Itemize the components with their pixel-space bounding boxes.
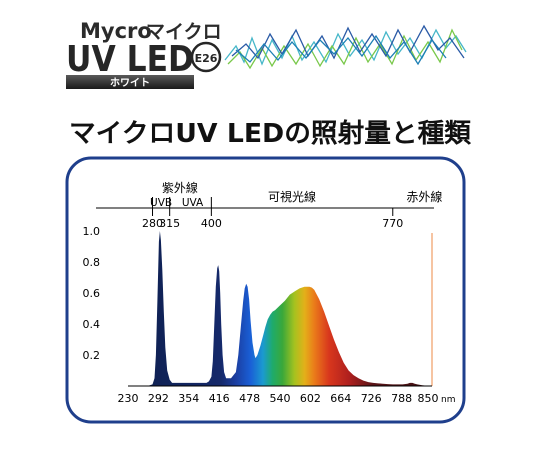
band-label-visible: 可視光線 — [268, 189, 316, 204]
band-boundary-label: 770 — [382, 217, 403, 230]
x-tick-label: 354 — [178, 392, 199, 405]
section-title: マイクロUV LEDの照射量と種類 — [69, 119, 472, 149]
product-logo: Mycro マイクロ UV LED E26 ホワイト — [66, 19, 467, 89]
y-tick-label: 0.4 — [83, 318, 101, 331]
band-boundary-label: 280 — [142, 217, 163, 230]
x-tick-label: 416 — [209, 392, 230, 405]
band-label-uv: 紫外線 — [162, 180, 198, 195]
band-label-infrared: 赤外線 — [406, 189, 442, 204]
x-tick-label: 230 — [118, 392, 139, 405]
socket-badge — [190, 41, 222, 73]
x-tick-label: 540 — [270, 392, 291, 405]
socket-badge-label: E26 — [195, 52, 218, 65]
x-axis-ticks: 230 292 354 416 478 540 602 664 726 788 850 nm — [118, 392, 456, 405]
color-badge — [66, 75, 194, 89]
y-tick-label: 1.0 — [83, 225, 101, 238]
band-boundary-label: 400 — [201, 217, 222, 230]
x-unit-label: nm — [441, 395, 455, 405]
color-badge-label: ホワイト — [110, 77, 150, 89]
spectrum-area — [128, 231, 432, 386]
x-tick-label: 664 — [330, 392, 351, 405]
brand-name-en: Mycro — [80, 19, 152, 43]
x-tick-label: 726 — [361, 392, 382, 405]
product-name: UV LED — [66, 39, 194, 80]
y-tick-label: 0.8 — [83, 256, 101, 269]
x-tick-label: 478 — [239, 392, 260, 405]
band-label-uvb: UVB — [150, 197, 172, 209]
x-tick-label: 602 — [300, 392, 321, 405]
y-tick-label: 0.2 — [83, 349, 101, 362]
brand-name-jp: マイクロ — [146, 21, 222, 43]
band-boundary-label: 315 — [159, 217, 180, 230]
band-label-uva: UVA — [182, 197, 204, 209]
x-tick-label: 292 — [148, 392, 169, 405]
y-axis-ticks: 0.2 0.4 0.6 0.8 1.0 — [83, 225, 101, 362]
y-tick-label: 0.6 — [83, 287, 101, 300]
x-tick-label: 850 — [418, 392, 439, 405]
spectrum-wave-decoration — [224, 24, 467, 70]
x-tick-label: 788 — [391, 392, 412, 405]
